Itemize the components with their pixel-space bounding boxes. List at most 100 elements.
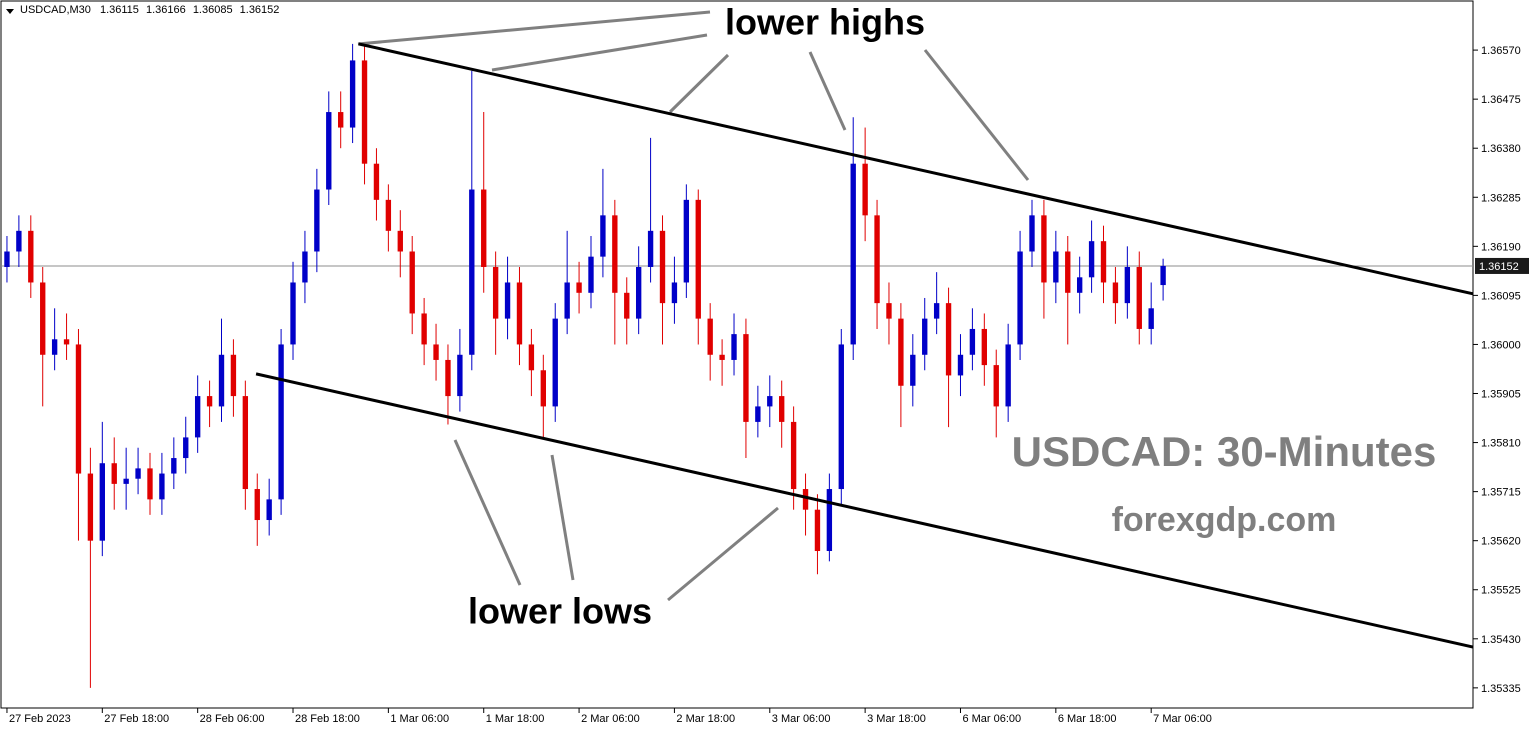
candle-body bbox=[647, 230, 654, 267]
candle-body bbox=[194, 396, 201, 438]
candle-body bbox=[922, 318, 928, 355]
plot-frame bbox=[0, 0, 1474, 709]
candle-body bbox=[826, 489, 833, 552]
pointer bbox=[923, 49, 1030, 181]
candle-body bbox=[945, 303, 952, 376]
candle-body bbox=[469, 189, 475, 355]
pointer bbox=[808, 51, 847, 131]
candle-body bbox=[1065, 251, 1071, 293]
y-tick-label: 1.36095 bbox=[1481, 290, 1521, 302]
candle-body bbox=[159, 473, 165, 500]
annotation: lower lows bbox=[468, 591, 652, 632]
pointer bbox=[668, 53, 730, 114]
pointer bbox=[550, 454, 575, 581]
candle-body bbox=[910, 354, 916, 386]
y-tick-label: 1.35620 bbox=[1481, 536, 1521, 548]
candle-body bbox=[981, 328, 988, 366]
candle-body bbox=[707, 318, 713, 355]
candle-body bbox=[290, 282, 296, 345]
candle-body bbox=[397, 230, 403, 252]
candle-body bbox=[862, 163, 868, 216]
candle-body bbox=[600, 215, 606, 257]
candle-body bbox=[564, 282, 570, 319]
candle-body bbox=[1076, 277, 1083, 293]
candle-body bbox=[767, 396, 773, 407]
x-tick-label: 3 Mar 06:00 bbox=[772, 713, 831, 725]
candle-body bbox=[1088, 241, 1095, 278]
y-tick-label: 1.36475 bbox=[1481, 94, 1521, 106]
y-tick-label: 1.36380 bbox=[1481, 143, 1521, 155]
candle-body bbox=[326, 112, 332, 190]
candle-body bbox=[266, 499, 272, 521]
candle-body bbox=[969, 328, 976, 355]
candle-body bbox=[421, 313, 427, 345]
candle-body bbox=[898, 318, 904, 386]
candle-body bbox=[492, 266, 499, 319]
x-tick-label: 1 Mar 06:00 bbox=[390, 713, 449, 725]
candle-body bbox=[135, 468, 141, 479]
header-open: 1.36115 bbox=[100, 4, 139, 16]
pointer bbox=[667, 506, 779, 602]
candle-body bbox=[790, 421, 797, 490]
y-tick-label: 1.36190 bbox=[1481, 241, 1521, 253]
x-tick-label: 28 Feb 18:00 bbox=[295, 713, 360, 725]
y-tick-label: 1.35525 bbox=[1481, 585, 1521, 597]
candle-body bbox=[814, 509, 821, 552]
trend-line bbox=[358, 42, 1474, 296]
candle-body bbox=[683, 199, 690, 283]
x-tick-label: 28 Feb 06:00 bbox=[200, 713, 265, 725]
candle-body bbox=[433, 344, 439, 360]
candle-body bbox=[719, 354, 725, 360]
candle-body bbox=[588, 256, 594, 293]
candle-body bbox=[99, 463, 105, 541]
annotation: lower highs bbox=[725, 2, 925, 43]
candle-body bbox=[1100, 241, 1107, 283]
y-tick-label: 1.35905 bbox=[1481, 389, 1521, 401]
candle-body bbox=[957, 354, 964, 376]
y-tick-label: 1.36570 bbox=[1481, 45, 1521, 57]
candle-body bbox=[779, 396, 785, 422]
candle-body bbox=[278, 344, 284, 500]
last-price-tag bbox=[1475, 257, 1529, 274]
candle-body bbox=[409, 251, 415, 314]
candle-body bbox=[481, 189, 487, 267]
candle-body bbox=[933, 303, 940, 319]
candle-body bbox=[1112, 282, 1119, 304]
candle-body bbox=[540, 370, 546, 407]
header-close: 1.36152 bbox=[240, 4, 280, 16]
candle-body bbox=[218, 354, 225, 407]
candle-body bbox=[302, 251, 308, 283]
header-low: 1.36085 bbox=[193, 4, 233, 16]
x-tick-label: 1 Mar 18:00 bbox=[486, 713, 545, 725]
candle-body bbox=[111, 463, 117, 484]
y-tick-label: 1.35810 bbox=[1481, 438, 1521, 450]
pointer bbox=[491, 33, 708, 72]
candle-body bbox=[147, 468, 153, 500]
candle-body bbox=[123, 478, 129, 484]
candle-body bbox=[28, 230, 34, 283]
symbol: USDCAD,M30 bbox=[20, 4, 91, 16]
y-tick-label: 1.36285 bbox=[1481, 192, 1521, 204]
candle-body bbox=[445, 359, 451, 397]
candle-body bbox=[349, 60, 356, 128]
pointer bbox=[453, 439, 522, 586]
candle-body bbox=[850, 163, 856, 345]
x-tick-label: 7 Mar 06:00 bbox=[1153, 713, 1212, 725]
header-high: 1.36166 bbox=[146, 4, 186, 16]
candle-body bbox=[755, 406, 761, 422]
candle-body bbox=[802, 489, 809, 510]
candle-body bbox=[612, 215, 618, 293]
y-tick-label: 1.36000 bbox=[1481, 339, 1521, 351]
candle-body bbox=[16, 230, 22, 252]
candle-body bbox=[75, 344, 82, 474]
watermark-title: USDCAD: 30-Minutes bbox=[1012, 428, 1437, 475]
x-tick-label: 2 Mar 06:00 bbox=[581, 713, 640, 725]
candle-body bbox=[695, 199, 701, 319]
candle-body bbox=[993, 365, 999, 407]
candle-body bbox=[838, 344, 844, 490]
candle-body bbox=[51, 339, 58, 355]
candle-body bbox=[206, 396, 213, 407]
candle-body bbox=[1136, 266, 1142, 329]
candle-body bbox=[528, 344, 535, 371]
